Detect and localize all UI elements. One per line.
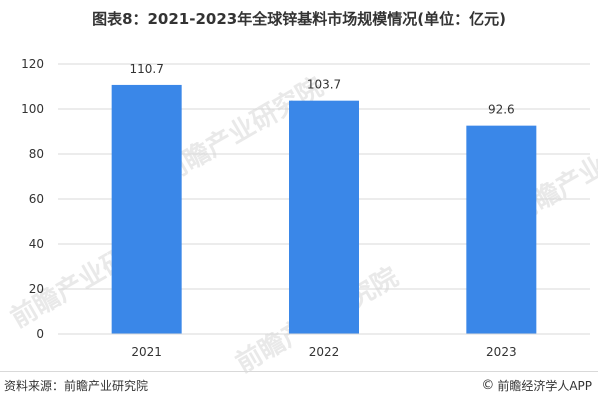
x-tick-label-2022: 2022 <box>309 345 340 359</box>
brand-credit: © 前瞻经济学人APP <box>481 377 592 394</box>
data-label-2023: 92.6 <box>488 103 515 117</box>
y-tick-label-0: 0 <box>36 327 44 341</box>
y-tick-label-120: 120 <box>21 57 44 71</box>
bar-2022 <box>289 100 359 334</box>
source-note: 资料来源：前瞻产业研究院 <box>4 379 149 393</box>
x-axis-tick-labels: 2021 2022 2023 <box>131 345 516 359</box>
copyright-icon: © <box>481 377 495 393</box>
brand-name: 前瞻经济学人APP <box>497 379 592 393</box>
y-tick-label-60: 60 <box>29 192 44 206</box>
y-tick-label-40: 40 <box>29 237 44 251</box>
y-tick-label-20: 20 <box>29 282 44 296</box>
x-tick-label-2021: 2021 <box>131 345 162 359</box>
bar-2023 <box>466 125 537 335</box>
data-label-2021: 110.7 <box>129 62 163 76</box>
data-label-2022: 103.7 <box>307 78 341 92</box>
y-tick-label-100: 100 <box>21 102 44 116</box>
data-labels: 110.7 103.7 92.6 <box>129 62 514 117</box>
chart-title: 图表8：2021-2023年全球锌基料市场规模情况(单位：亿元) <box>92 10 506 28</box>
x-tick-label-2023: 2023 <box>486 345 517 359</box>
y-axis-tick-labels: 0 20 40 60 80 100 120 <box>21 57 44 341</box>
bar-2021 <box>111 84 182 334</box>
footer-divider <box>0 371 598 372</box>
y-tick-label-80: 80 <box>29 147 44 161</box>
bars <box>111 84 537 335</box>
